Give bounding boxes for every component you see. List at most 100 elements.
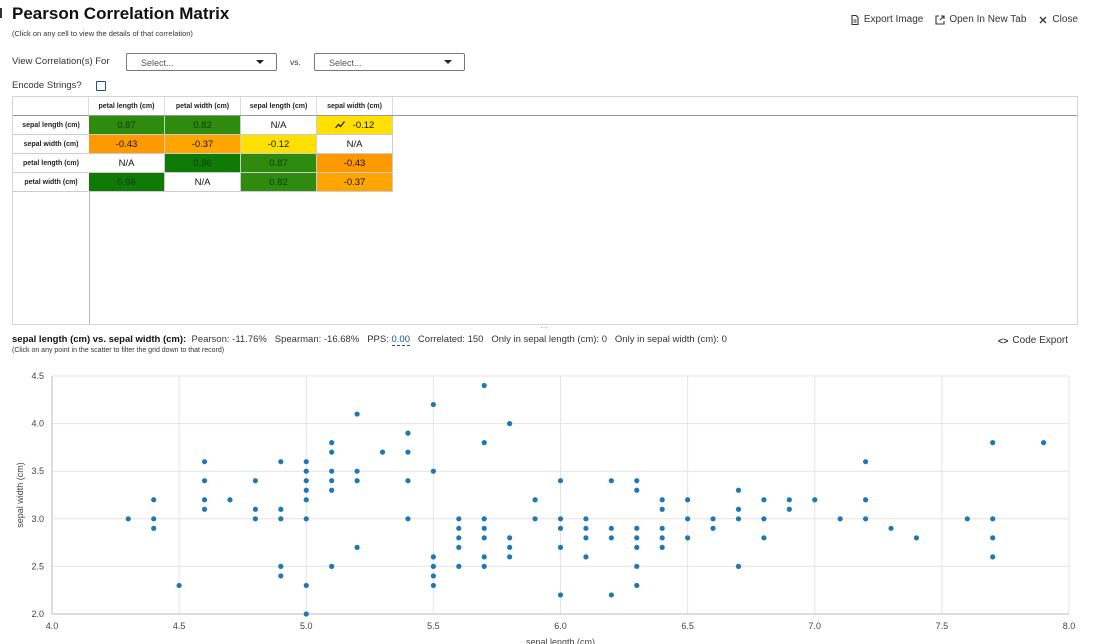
scatter-point[interactable]	[685, 516, 691, 522]
scatter-point[interactable]	[278, 506, 284, 512]
scatter-point[interactable]	[252, 516, 258, 522]
scatter-point[interactable]	[329, 440, 335, 446]
scatter-point[interactable]	[125, 516, 131, 522]
scatter-point[interactable]	[430, 563, 436, 569]
encode-strings-checkbox[interactable]	[96, 81, 106, 91]
scatter-point[interactable]	[176, 582, 182, 589]
scatter-point[interactable]	[278, 573, 284, 579]
scatter-point[interactable]	[456, 525, 462, 531]
scatter-point[interactable]	[201, 478, 208, 484]
scatter-point[interactable]	[430, 554, 436, 560]
scatter-point[interactable]	[481, 535, 487, 541]
scatter-point[interactable]	[659, 525, 665, 531]
correlation-cell[interactable]: 0.82	[241, 173, 317, 192]
scatter-point[interactable]	[532, 516, 538, 522]
scatter-point[interactable]	[354, 411, 360, 417]
correlation-cell[interactable]: -0.12	[241, 135, 317, 154]
scatter-point[interactable]	[863, 497, 869, 503]
open-new-tab-button[interactable]: Open In New Tab	[935, 14, 1026, 25]
scatter-point[interactable]	[354, 544, 360, 550]
scatter-point[interactable]	[201, 497, 208, 503]
correlation-cell[interactable]: -0.37	[317, 173, 393, 192]
scatter-point[interactable]	[888, 525, 894, 531]
scatter-point[interactable]	[634, 535, 640, 541]
scatter-point[interactable]	[278, 563, 284, 569]
scatter-point[interactable]	[837, 516, 843, 522]
scatter-point[interactable]	[329, 563, 335, 569]
scatter-point[interactable]	[659, 506, 665, 512]
scatter-point[interactable]	[354, 468, 360, 474]
scatter-point[interactable]	[354, 478, 360, 484]
scatter-point[interactable]	[583, 535, 589, 541]
scatter-point[interactable]	[735, 506, 742, 512]
export-image-button[interactable]: Export Image	[850, 14, 923, 25]
scatter-point[interactable]	[405, 449, 411, 455]
scatter-point[interactable]	[761, 516, 767, 522]
scatter-point[interactable]	[710, 525, 716, 531]
correlation-cell[interactable]: -0.37	[165, 135, 241, 154]
scatter-point[interactable]	[507, 421, 513, 427]
correlation-cell[interactable]: -0.12	[317, 116, 393, 135]
scatter-point[interactable]	[481, 516, 487, 522]
scatter-point[interactable]	[685, 535, 691, 541]
scatter-point[interactable]	[634, 525, 640, 531]
scatter-point[interactable]	[557, 516, 564, 522]
correlation-cell[interactable]: N/A	[89, 154, 165, 173]
scatter-point[interactable]	[659, 535, 665, 541]
scatter-point[interactable]	[583, 525, 589, 531]
scatter-point[interactable]	[481, 563, 487, 569]
scatter-point[interactable]	[583, 554, 589, 560]
scatter-point[interactable]	[634, 544, 640, 550]
scatter-point[interactable]	[659, 497, 665, 503]
column-select-1[interactable]: Select...	[126, 53, 277, 71]
scatter-point[interactable]	[710, 516, 716, 522]
scatter-point[interactable]	[329, 478, 335, 484]
scatter-point[interactable]	[735, 563, 742, 569]
scatter-point[interactable]	[812, 497, 818, 503]
scatter-point[interactable]	[507, 554, 513, 560]
scatter-point[interactable]	[557, 592, 564, 598]
correlation-cell[interactable]: 0.96	[165, 154, 241, 173]
correlation-cell[interactable]: 0.82	[165, 116, 241, 135]
scatter-point[interactable]	[303, 468, 309, 474]
scatter-point[interactable]	[863, 516, 869, 522]
scatter-point[interactable]	[634, 478, 640, 484]
scatter-point[interactable]	[990, 440, 996, 446]
scatter-point[interactable]	[481, 525, 487, 531]
scatter-point[interactable]	[252, 506, 258, 512]
correlation-cell[interactable]: N/A	[165, 173, 241, 192]
scatter-point[interactable]	[329, 449, 335, 455]
scatter-point[interactable]	[278, 516, 284, 522]
correlation-cell[interactable]: N/A	[241, 116, 317, 135]
scatter-point[interactable]	[456, 516, 462, 522]
scatter-point[interactable]	[913, 535, 920, 541]
scatter-point[interactable]	[227, 497, 233, 503]
correlation-cell[interactable]: -0.43	[89, 135, 165, 154]
correlation-cell[interactable]: -0.43	[317, 154, 393, 173]
scatter-point[interactable]	[507, 535, 513, 541]
correlation-cell[interactable]: 0.87	[89, 116, 165, 135]
scatter-point[interactable]	[379, 449, 386, 455]
correlation-cell[interactable]: 0.96	[89, 173, 165, 192]
scatter-point[interactable]	[151, 516, 157, 522]
scatter-point[interactable]	[608, 478, 614, 484]
scatter-point[interactable]	[405, 430, 411, 436]
scatter-point[interactable]	[201, 459, 208, 465]
scatter-point[interactable]	[1040, 440, 1047, 446]
scatter-point[interactable]	[990, 535, 996, 541]
scatter-point[interactable]	[303, 459, 309, 465]
scatter-point[interactable]	[608, 592, 614, 598]
scatter-point[interactable]	[456, 544, 462, 550]
scatter-point[interactable]	[201, 506, 208, 512]
correlation-cell[interactable]: 0.87	[241, 154, 317, 173]
scatter-point[interactable]	[786, 497, 792, 503]
column-header[interactable]: sepal width (cm)	[317, 97, 393, 116]
scatter-point[interactable]	[608, 535, 614, 541]
scatter-point[interactable]	[786, 506, 792, 512]
scatter-point[interactable]	[863, 459, 869, 465]
scatter-point[interactable]	[303, 497, 309, 503]
scatter-point[interactable]	[303, 516, 309, 522]
scatter-point[interactable]	[659, 544, 665, 550]
scatter-point[interactable]	[964, 516, 970, 522]
scatter-point[interactable]	[761, 535, 767, 541]
